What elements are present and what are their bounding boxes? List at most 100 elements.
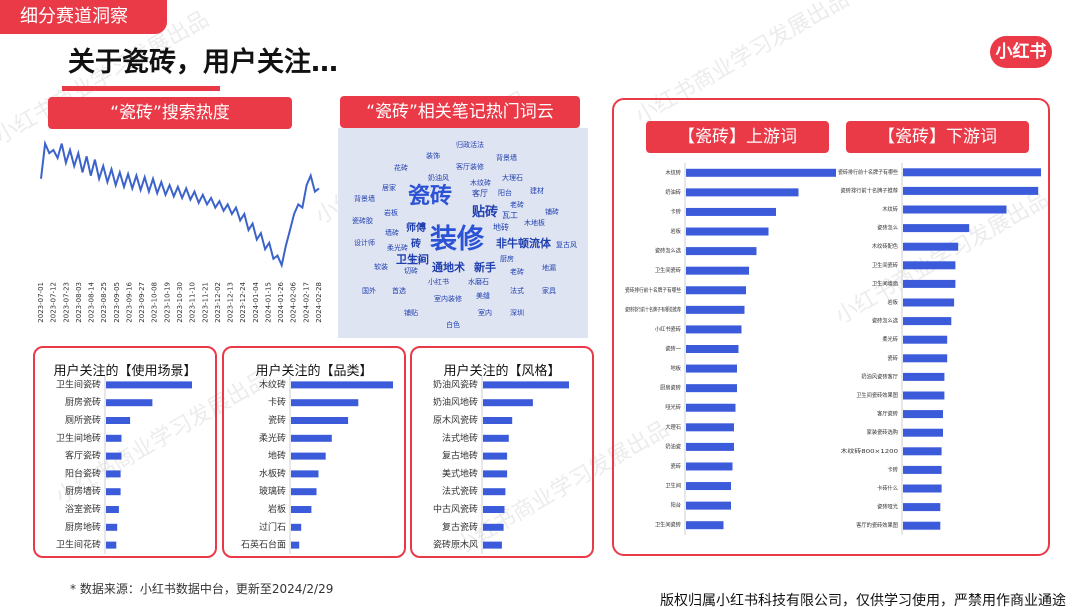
cloud-word: 装饰 bbox=[426, 152, 440, 160]
bar-category-label: 石英石台面 bbox=[241, 539, 286, 551]
x-tick-label: 2023-09-05 bbox=[113, 282, 121, 323]
cloud-word: 瓦工 bbox=[502, 211, 518, 220]
bar bbox=[903, 465, 942, 474]
bar bbox=[483, 470, 508, 478]
bar-category-label: 卫生间瓷砖 bbox=[56, 378, 101, 390]
x-tick-label: 2023-11-21 bbox=[201, 282, 209, 323]
cloud-word: 建材 bbox=[530, 187, 544, 195]
cloud-word: 瓷砖 bbox=[408, 184, 453, 209]
x-tick-label: 2023-09-27 bbox=[138, 282, 146, 323]
cloud-word: 通地术 bbox=[432, 261, 465, 274]
bar bbox=[903, 428, 943, 437]
x-tick-label: 2023-07-23 bbox=[62, 282, 70, 323]
x-tick-label: 2023-07-01 bbox=[37, 282, 45, 323]
bar bbox=[291, 470, 319, 478]
bar-category-label: 水板砖 bbox=[259, 467, 286, 479]
bar-category-label: 厨房瓷砖 bbox=[660, 384, 681, 392]
bar bbox=[903, 372, 945, 381]
cloud-word: 花砖 bbox=[394, 164, 408, 172]
cloud-word: 卧室 bbox=[410, 256, 424, 264]
bar-category-label: 岩板 bbox=[268, 503, 286, 515]
bar bbox=[686, 286, 746, 295]
bar-category-label: 玻璃砖 bbox=[259, 485, 286, 497]
cloud-word: 岩板 bbox=[384, 209, 398, 217]
bar bbox=[903, 298, 955, 307]
cloud-word: 铺砖 bbox=[545, 208, 559, 216]
cloud-word: 室内装修 bbox=[434, 295, 462, 303]
bar-category-label: 木纹砖配色 bbox=[872, 242, 899, 250]
x-tick-label: 2023-07-12 bbox=[50, 282, 58, 323]
cloud-word: 美缝 bbox=[476, 292, 490, 300]
bar-category-label: 过门石 bbox=[259, 521, 286, 533]
cloud-word: 归政活法 bbox=[456, 141, 484, 149]
bar bbox=[291, 523, 302, 531]
bar-category-label: 卫生间墙面 bbox=[872, 279, 899, 287]
style-bar-chart: 奶油风瓷砖奶油风地砖原木风瓷砖法式地砖复古地砖美式地砖法式瓷砖中古风瓷砖复古瓷砖… bbox=[433, 376, 569, 554]
cloud-word: 客厅 bbox=[472, 189, 488, 198]
bar-category-label: 卫生间花砖 bbox=[56, 539, 101, 551]
bar-category-label: 阳台瓷砖 bbox=[65, 467, 101, 479]
bar-category-label: 瓷砖一 bbox=[665, 345, 681, 353]
bar-category-label: 复古地砖 bbox=[442, 450, 478, 462]
bar-category-label: 瓷砖怎么 bbox=[877, 224, 898, 232]
cloud-word: 非牛顿流体 bbox=[496, 237, 551, 250]
bar-category-label: 瓷砖怎么选 bbox=[872, 317, 899, 325]
bar bbox=[903, 168, 1041, 177]
x-tick-label: 2024-02-06 bbox=[290, 281, 298, 322]
bar-category-label: 卫生间瓷砖效果图 bbox=[856, 391, 898, 399]
cloud-word: 贴砖 bbox=[472, 205, 499, 220]
cloud-word: 墙砖 bbox=[385, 229, 399, 237]
bar bbox=[903, 391, 945, 400]
cloud-word: 背景墙 bbox=[354, 195, 375, 203]
x-tick-label: 2023-12-24 bbox=[239, 281, 247, 322]
bar-category-label: 奶油风地砖 bbox=[433, 396, 478, 408]
bar bbox=[686, 188, 799, 197]
cloud-word: 木地板 bbox=[524, 219, 545, 227]
x-tick-label: 2024-01-15 bbox=[264, 282, 272, 323]
bar bbox=[686, 364, 737, 373]
bar-category-label: 原木风瓷砖 bbox=[433, 414, 478, 426]
bar bbox=[291, 434, 332, 442]
bar bbox=[903, 205, 1007, 214]
bar-category-label: 卡砖 bbox=[671, 207, 682, 215]
cloud-word: 地砖 bbox=[493, 223, 509, 232]
bar-category-label: 瓷砖排行前十名牌子有哪些 bbox=[838, 168, 898, 176]
bar-category-label: 瓷砖 bbox=[268, 414, 286, 426]
bar-category-label: 客厅的瓷砖效果图 bbox=[856, 521, 898, 529]
bar-category-label: 法式瓷砖 bbox=[442, 485, 478, 497]
bar bbox=[686, 227, 769, 236]
bar-category-label: 岩板 bbox=[671, 227, 682, 235]
bar-category-label: 柔光砖 bbox=[259, 432, 286, 444]
bar-category-label: 木纹砖 bbox=[259, 378, 286, 390]
cloud-word: 复古风 bbox=[556, 241, 577, 249]
bar-category-label: 卫生间地砖 bbox=[56, 432, 101, 444]
bar-category-label: 瓷砖哑光 bbox=[877, 503, 898, 511]
bar bbox=[903, 410, 943, 419]
bar bbox=[106, 541, 117, 549]
bar bbox=[483, 381, 569, 389]
upstream-title: 【瓷砖】上游词 bbox=[646, 121, 829, 153]
bar bbox=[483, 434, 509, 442]
bar-category-label: 瓷砖原木风 bbox=[433, 539, 478, 551]
bar-category-label: 瓷砖排行前十名牌子有哪些 bbox=[625, 286, 681, 294]
bar bbox=[106, 488, 121, 496]
x-tick-label: 2023-08-14 bbox=[88, 281, 96, 322]
x-tick-label: 2023-11-10 bbox=[189, 282, 197, 323]
style-panel: 用户关注的【风格】 奶油风瓷砖 奶油风地砖 原木风瓷砖 法式地砖 复古地砖 美式地砖 法式瓷… bbox=[410, 346, 594, 558]
x-tick-label: 2024-01-26 bbox=[277, 281, 285, 322]
cloud-word: 铺贴 bbox=[404, 309, 418, 317]
bar bbox=[483, 541, 502, 549]
bar bbox=[686, 207, 776, 216]
bar-category-label: 瓷砖怎么选 bbox=[655, 247, 682, 255]
cloud-word: 瓷砖胶 bbox=[352, 217, 373, 225]
bar bbox=[903, 335, 948, 344]
cloud-word: 老砖 bbox=[510, 268, 524, 276]
bar-category-label: 卫生间瓷砖 bbox=[655, 521, 682, 529]
bar-category-label: 家装瓷砖选购 bbox=[867, 428, 899, 436]
bar bbox=[686, 482, 731, 491]
bar bbox=[686, 168, 836, 177]
bar bbox=[686, 247, 757, 256]
cloud-word: 木纹砖 bbox=[470, 179, 491, 187]
x-tick-label: 2023-10-30 bbox=[176, 282, 184, 323]
